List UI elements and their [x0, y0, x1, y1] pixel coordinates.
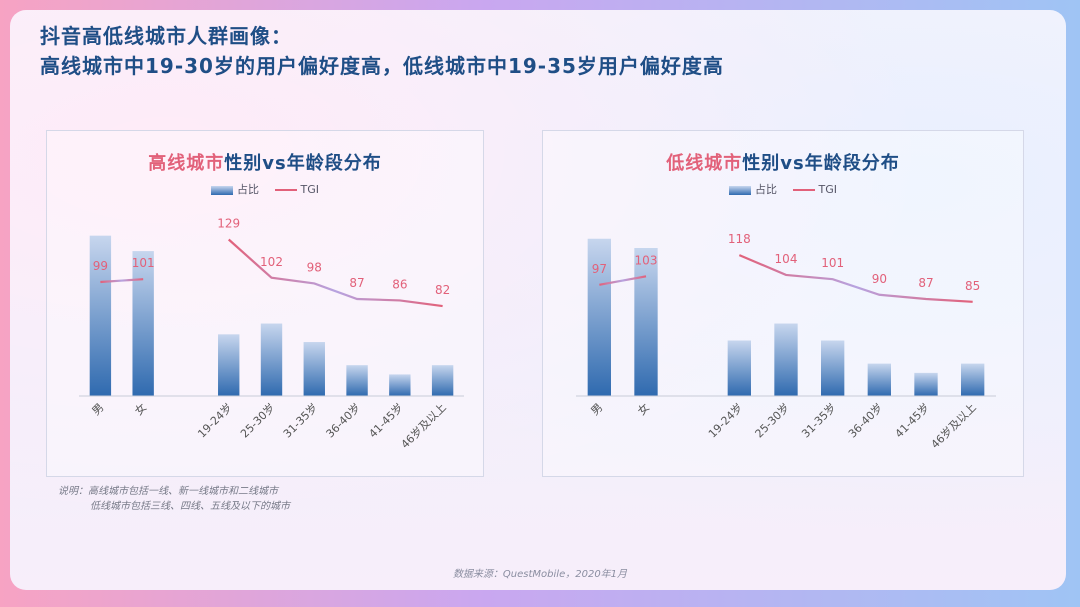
chart-legend: 占比 TGI	[47, 181, 483, 197]
bar	[303, 342, 325, 396]
chart-panel-low-tier: 低线城市性别vs年龄段分布 占比 TGI 男 女 19-24岁 25-30岁 31-35…	[542, 130, 1024, 477]
bar	[774, 323, 798, 396]
bar	[346, 365, 368, 396]
tgi-data-label: 90	[872, 272, 887, 286]
bar	[431, 365, 454, 396]
x-tick-label: 46岁及以上	[928, 400, 979, 451]
x-tick-label: 46岁及以上	[398, 400, 449, 451]
x-tick-label: 36-40岁	[323, 400, 363, 440]
chart-panel-high-tier: 高线城市性别vs年龄段分布 占比 TGI 男 女 19-24岁 25-30岁 31-35…	[46, 130, 484, 477]
bar	[218, 334, 240, 396]
x-tick-label: 女	[132, 400, 150, 418]
tgi-data-label: 103	[635, 253, 658, 267]
bar	[389, 374, 411, 396]
footnote-line-1: 说明：高线城市包括一线、新一线城市和二线城市	[58, 486, 278, 497]
bar	[132, 251, 154, 396]
tgi-data-label: 97	[592, 262, 607, 276]
tgi-data-label: 87	[918, 276, 933, 290]
footnote: 说明：高线城市包括一线、新一线城市和二线城市 低线城市包括三线、四线、五线及以下…	[58, 484, 290, 514]
tgi-data-label: 85	[965, 279, 980, 293]
x-tick-label: 19-24岁	[195, 400, 235, 440]
x-tick-label: 男	[588, 401, 605, 418]
chart-title-rest: 性别vs年龄段分布	[224, 153, 382, 174]
tgi-data-label: 102	[260, 255, 283, 269]
tgi-data-label: 86	[392, 277, 407, 291]
x-tick-label: 男	[90, 401, 107, 418]
chart-title: 低线城市性别vs年龄段分布	[543, 149, 1023, 175]
chart-title-rest: 性别vs年龄段分布	[742, 153, 900, 174]
chart-title-highlight: 低线城市	[666, 153, 743, 174]
data-source: 数据来源：QuestMobile，2020年1月	[452, 569, 628, 580]
legend-tgi-label: TGI	[300, 182, 320, 196]
legend-share-label: 占比	[237, 183, 259, 196]
page-title: 抖音高低线城市人群画像：	[40, 24, 292, 48]
tgi-data-label: 87	[349, 276, 364, 290]
tgi-data-label: 101	[821, 256, 844, 270]
slide-frame	[10, 10, 1066, 590]
legend-item-tgi: TGI	[274, 182, 320, 196]
x-tick-label: 女	[634, 400, 652, 418]
x-tick-label: 19-24岁	[705, 400, 745, 440]
chart-legend: 占比 TGI	[543, 181, 1023, 197]
x-tick-label: 25-30岁	[237, 400, 277, 440]
x-tick-label: 41-45岁	[892, 400, 932, 440]
tgi-data-label: 101	[132, 256, 155, 270]
legend-item-tgi: TGI	[792, 182, 838, 196]
bar	[961, 363, 985, 396]
bar	[89, 235, 112, 396]
tgi-data-label: 99	[93, 259, 108, 273]
legend-item-share: 占比	[211, 181, 259, 197]
tgi-data-label: 104	[775, 252, 798, 266]
tgi-line	[227, 238, 443, 308]
bar	[634, 248, 658, 396]
tgi-data-label: 129	[217, 217, 240, 231]
chart-title: 高线城市性别vs年龄段分布	[47, 149, 483, 175]
page-subtitle: 高线城市中19-30岁的用户偏好度高，低线城市中19-35岁用户偏好度高	[40, 54, 724, 78]
bar	[867, 363, 891, 396]
x-tick-label: 36-40岁	[845, 400, 885, 440]
chart-title-highlight: 高线城市	[148, 153, 225, 174]
legend-share-label: 占比	[755, 183, 777, 196]
tgi-data-label: 82	[435, 283, 450, 297]
bar	[821, 340, 845, 396]
tgi-line	[100, 278, 144, 284]
x-tick-label: 41-45岁	[366, 400, 406, 440]
bar	[914, 372, 938, 396]
x-tick-label: 25-30岁	[752, 400, 792, 440]
tgi-data-label: 98	[307, 260, 322, 274]
x-tick-label: 31-35岁	[799, 400, 839, 440]
legend-tgi-label: TGI	[818, 182, 838, 196]
bar	[727, 340, 751, 396]
tgi-line	[599, 275, 647, 286]
footnote-line-2: 低线城市包括三线、四线、五线及以下的城市	[90, 501, 290, 512]
bar	[260, 323, 283, 396]
tgi-data-label: 118	[728, 232, 751, 246]
bar	[587, 238, 611, 396]
x-tick-label: 31-35岁	[280, 400, 320, 440]
legend-bar-swatch	[729, 185, 751, 195]
tgi-line	[738, 254, 973, 303]
legend-item-share: 占比	[729, 181, 777, 197]
legend-bar-swatch	[211, 185, 233, 195]
legend-line-swatch	[274, 188, 297, 191]
legend-line-swatch	[792, 188, 815, 191]
